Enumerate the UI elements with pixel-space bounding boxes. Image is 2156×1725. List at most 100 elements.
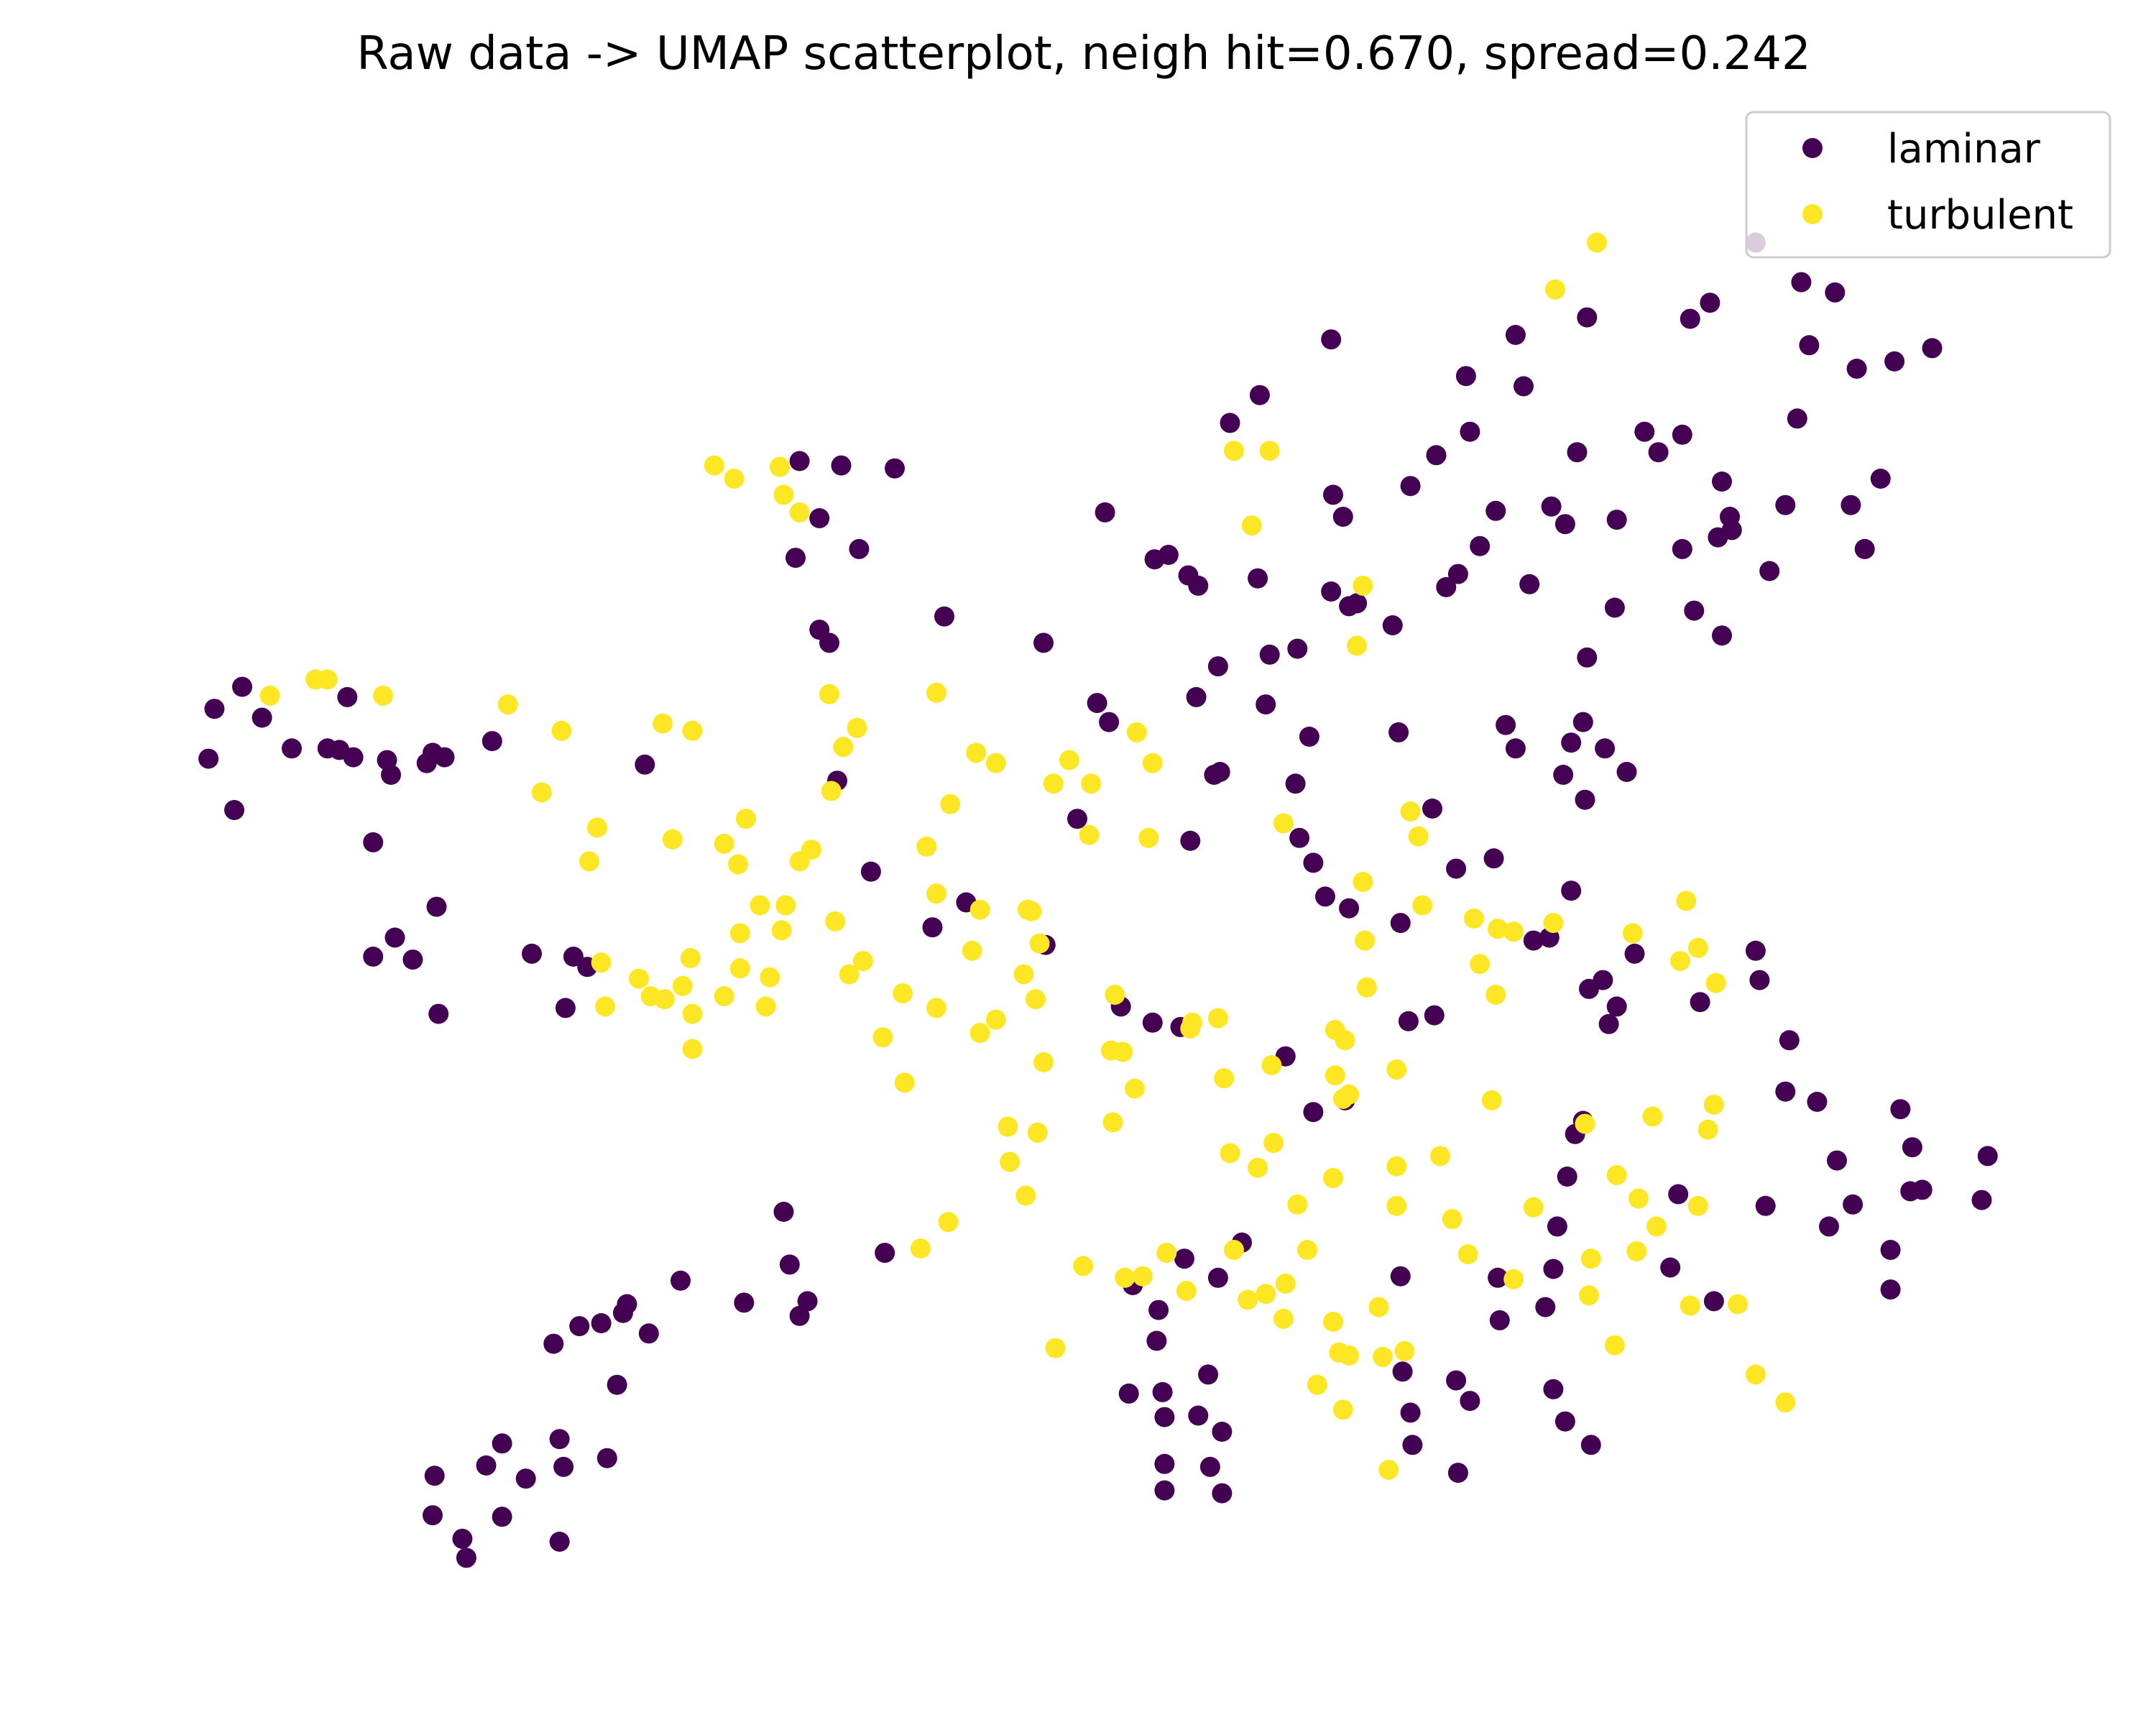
legend-label-turbulent: turbulent [1887, 192, 2073, 239]
point-turbulent-159 [1457, 1244, 1478, 1265]
legend-frame [1745, 111, 2111, 259]
point-turbulent-163 [1224, 1240, 1244, 1260]
point-turbulent-37 [1021, 901, 1042, 921]
point-turbulent-77 [839, 964, 860, 985]
point-laminar-143 [549, 1532, 570, 1552]
point-laminar-80 [1755, 1195, 1776, 1216]
point-laminar-142 [492, 1506, 512, 1527]
point-turbulent-75 [893, 983, 913, 1003]
point-turbulent-129 [1442, 1209, 1462, 1230]
point-laminar-14 [1759, 561, 1780, 581]
point-laminar-38 [1303, 852, 1324, 873]
point-laminar-220 [1422, 799, 1442, 819]
point-laminar-165 [232, 676, 252, 697]
point-laminar-185 [1188, 575, 1209, 596]
point-laminar-34 [1186, 686, 1207, 707]
point-laminar-174 [819, 632, 839, 653]
point-turbulent-156 [1703, 1095, 1724, 1115]
point-turbulent-106 [680, 948, 701, 968]
point-laminar-88 [1547, 1216, 1567, 1237]
point-laminar-56 [1398, 1011, 1419, 1031]
legend-label-laminar: laminar [1887, 126, 2041, 172]
point-turbulent-47 [1676, 891, 1697, 911]
point-laminar-170 [423, 742, 443, 763]
point-turbulent-89 [825, 911, 846, 932]
point-laminar-100 [1146, 1330, 1167, 1351]
point-turbulent-76 [872, 1027, 893, 1048]
point-laminar-189 [1099, 712, 1120, 732]
point-turbulent-120 [1430, 1146, 1450, 1167]
point-turbulent-61 [1261, 1055, 1282, 1075]
point-turbulent-86 [682, 1003, 703, 1024]
point-turbulent-102 [662, 829, 683, 850]
point-turbulent-104 [682, 1039, 703, 1059]
point-laminar-193 [1249, 385, 1270, 405]
point-laminar-102 [1188, 1405, 1209, 1426]
point-laminar-22 [1382, 615, 1403, 635]
point-laminar-147 [428, 1003, 449, 1024]
point-turbulent-105 [672, 975, 693, 996]
point-turbulent-0 [1587, 232, 1608, 253]
point-turbulent-138 [1156, 1243, 1177, 1264]
point-turbulent-96 [750, 895, 770, 916]
point-turbulent-57 [1355, 930, 1376, 951]
point-laminar-43 [1390, 913, 1411, 934]
point-turbulent-98 [729, 923, 750, 944]
point-turbulent-153 [1646, 1216, 1667, 1237]
point-turbulent-168 [938, 1212, 959, 1233]
point-laminar-97 [1148, 1300, 1169, 1320]
point-laminar-71 [1775, 1081, 1796, 1102]
point-laminar-33 [1285, 773, 1306, 794]
point-laminar-111 [1554, 1411, 1575, 1432]
point-turbulent-110 [1102, 1112, 1123, 1133]
point-laminar-145 [555, 998, 576, 1018]
point-laminar-99 [1198, 1364, 1219, 1385]
point-turbulent-90 [852, 951, 873, 972]
point-turbulent-22 [497, 694, 518, 715]
point-turbulent-164 [1115, 1267, 1135, 1288]
point-turbulent-14 [770, 456, 790, 477]
point-turbulent-10 [1043, 773, 1064, 794]
point-turbulent-101 [579, 851, 599, 872]
point-laminar-37 [1067, 809, 1087, 829]
point-laminar-179 [885, 458, 905, 479]
point-turbulent-121 [1481, 1090, 1502, 1110]
point-laminar-155 [482, 731, 502, 752]
point-laminar-139 [424, 1466, 445, 1486]
point-turbulent-107 [894, 1072, 915, 1093]
point-turbulent-128 [1579, 1285, 1599, 1306]
point-turbulent-162 [1248, 1157, 1268, 1178]
point-laminar-9 [1922, 338, 1943, 359]
point-turbulent-142 [1339, 1345, 1360, 1366]
point-turbulent-161 [1220, 1143, 1240, 1164]
point-turbulent-17 [704, 455, 724, 476]
point-turbulent-109 [1112, 1041, 1133, 1062]
point-laminar-123 [875, 1243, 895, 1264]
point-turbulent-148 [1378, 1460, 1399, 1480]
point-turbulent-29 [966, 742, 987, 763]
point-laminar-7 [1712, 472, 1732, 492]
plot-area [198, 232, 1998, 1568]
point-laminar-2 [1799, 335, 1820, 356]
point-turbulent-140 [1045, 1338, 1066, 1358]
point-laminar-180 [809, 508, 830, 528]
point-turbulent-65 [1207, 1008, 1228, 1029]
point-laminar-128 [638, 1323, 659, 1344]
point-laminar-212 [1680, 308, 1700, 329]
point-laminar-120 [779, 1254, 800, 1275]
point-turbulent-30 [1059, 750, 1079, 770]
point-turbulent-67 [1029, 933, 1050, 954]
point-laminar-186 [1248, 568, 1268, 589]
point-turbulent-25 [682, 720, 703, 741]
point-turbulent-15 [789, 502, 810, 523]
point-turbulent-46 [1543, 913, 1564, 934]
point-turbulent-136 [1368, 1297, 1389, 1317]
point-turbulent-103 [789, 851, 810, 872]
point-laminar-70 [1779, 1030, 1800, 1051]
legend-marker-turbulent [1802, 204, 1823, 224]
point-laminar-205 [1606, 510, 1627, 530]
point-laminar-207 [1672, 538, 1692, 559]
point-laminar-217 [1616, 762, 1637, 782]
point-laminar-198 [1514, 376, 1534, 397]
